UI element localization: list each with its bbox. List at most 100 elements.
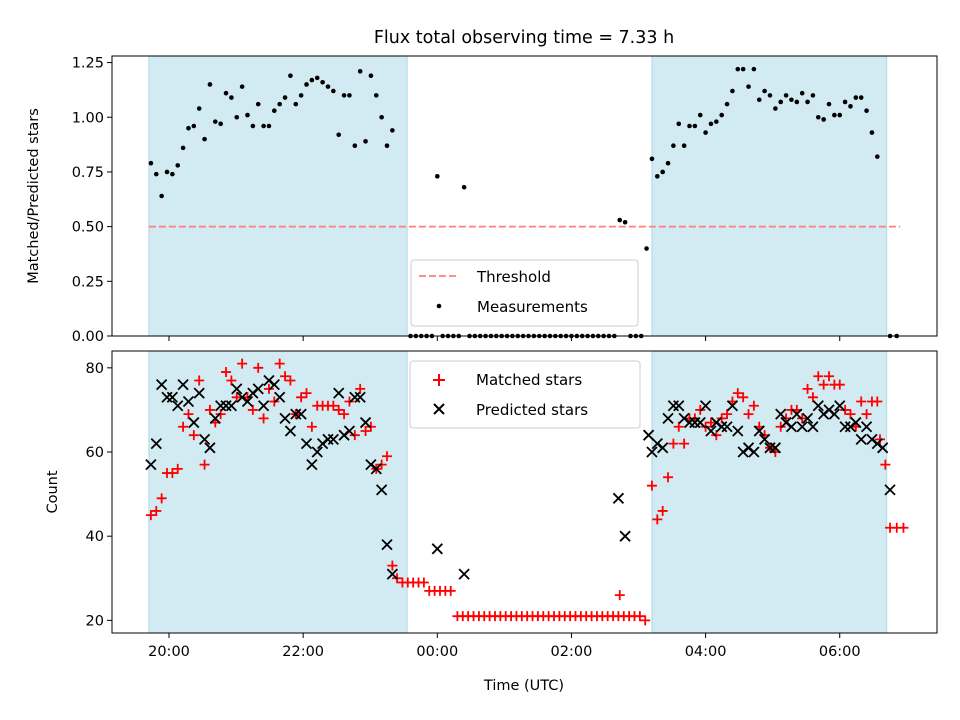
measurement-point <box>692 123 698 129</box>
measurement-point <box>336 132 342 138</box>
predicted-star-point <box>204 442 216 454</box>
predicted-star-point <box>748 446 760 458</box>
measurement-point <box>826 101 832 107</box>
matched-star-point <box>306 421 317 432</box>
matched-star-point <box>285 375 296 386</box>
predicted-star-point <box>791 408 803 420</box>
bottom-observing-band-1 <box>651 350 888 634</box>
predicted-star-point <box>257 400 270 412</box>
measurement-point <box>325 84 331 89</box>
matched-star-point <box>824 371 835 382</box>
measurement-point <box>239 84 245 89</box>
measurement-point <box>266 123 272 129</box>
measurement-point <box>148 160 154 166</box>
predicted-star-point <box>839 421 851 433</box>
measurement-point <box>202 136 207 142</box>
x-axis-label: Time (UTC) <box>483 678 564 694</box>
measurement-point <box>837 112 843 118</box>
top-axes-frame <box>111 55 938 337</box>
measurement-point <box>810 93 816 98</box>
matched-star-point <box>145 510 156 521</box>
measurement-point <box>671 143 676 148</box>
measurement-point <box>617 217 623 223</box>
predicted-star-point <box>884 484 896 496</box>
measurement-point <box>708 121 714 127</box>
bottom-y-tick-label: 40 <box>86 529 104 545</box>
bottom-x-axis: 20:00 22:00 00:00 02:00 04:00 06:00 <box>148 633 861 660</box>
matched-star-point <box>199 459 210 470</box>
predicted-star-point <box>300 437 313 450</box>
matched-star-point <box>333 404 344 415</box>
measurement-point <box>180 145 186 151</box>
predicted-star-point <box>193 387 205 399</box>
predicted-star-point <box>182 395 195 408</box>
matched-star-point <box>183 409 194 420</box>
top-y-tick-label: 1.00 <box>72 110 104 126</box>
predicted-star-point <box>705 425 717 437</box>
predicted-star-point <box>322 433 334 446</box>
predicted-star-point <box>231 383 243 395</box>
matched-star-point <box>657 505 668 516</box>
predicted-star-point <box>662 412 674 424</box>
bottom-axes-frame <box>111 350 938 634</box>
top-legend: Threshold Measurements <box>410 259 639 327</box>
predicted-legend-swatch <box>433 403 445 415</box>
predicted-star-point <box>295 408 307 420</box>
measurement-point <box>660 169 665 175</box>
measurement-point <box>196 106 202 111</box>
measurement-point <box>159 193 164 199</box>
top-y-tick-label: 0.75 <box>72 165 104 181</box>
predicted-star-point <box>215 400 227 412</box>
predicted-star-point <box>646 446 658 458</box>
predicted-star-point <box>343 425 356 437</box>
predicted-star-point <box>370 463 382 475</box>
x-tick-label: 20:00 <box>148 644 190 660</box>
measurement-point <box>794 99 800 105</box>
measurement-point <box>170 171 175 177</box>
predicted-star-point <box>732 425 744 437</box>
matched-star-point <box>880 459 891 470</box>
measurement-point <box>175 163 181 168</box>
matched-star-point <box>172 463 183 474</box>
matched-star-point <box>231 392 242 403</box>
predicted-star-point <box>764 442 776 454</box>
bottom-legend-box <box>409 360 641 429</box>
top-y-axis: 0.00 0.25 0.50 0.75 1.00 1.25 <box>72 56 112 345</box>
matched-legend-swatch <box>433 374 445 386</box>
matched-star-point <box>748 400 759 411</box>
measurement-point <box>352 143 358 148</box>
measurement-point <box>341 93 347 98</box>
matched-star-point <box>151 505 162 516</box>
predicted-star-point <box>769 442 781 454</box>
predicted-star-point <box>758 433 771 446</box>
threshold-legend-label: Threshold <box>476 268 551 286</box>
predicted-star-point <box>716 421 728 433</box>
matched-star-point <box>274 358 285 369</box>
measurement-point <box>320 79 325 85</box>
matched-star-point <box>732 388 743 399</box>
measurement-point <box>261 123 266 129</box>
matched-star-point <box>258 413 269 424</box>
top-y-axis-label: Matched/Predicted stars <box>26 108 42 284</box>
matched-star-point <box>339 409 350 420</box>
measurement-point <box>363 139 368 144</box>
bottom-y-tick-label: 20 <box>86 613 104 629</box>
measurement-point <box>665 160 671 166</box>
predicted-star-point <box>188 416 200 429</box>
predicted-star-point <box>458 568 470 580</box>
measurement-point <box>644 246 649 251</box>
predicted-star-point <box>855 433 867 446</box>
predicted-star-point <box>796 421 808 433</box>
matched-star-point <box>898 522 909 533</box>
predicted-star-point <box>375 484 388 496</box>
predicted-star-point <box>225 400 238 412</box>
measurement-point <box>848 104 853 109</box>
figure-title: Flux total observing time = 7.33 h <box>374 28 674 48</box>
measurement-point <box>435 174 440 179</box>
measurement-point <box>746 84 751 89</box>
measurement-point <box>756 97 762 103</box>
predicted-star-point <box>673 400 685 412</box>
matched-star-point <box>646 480 657 491</box>
